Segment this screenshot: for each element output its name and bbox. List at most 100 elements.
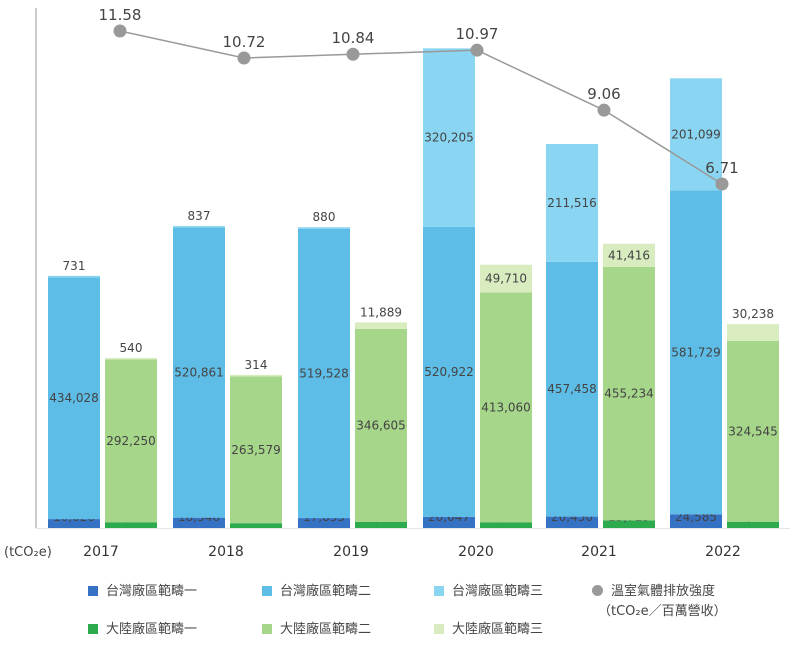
bar-mainland-scope2-2020 (480, 292, 532, 523)
legend-item-cn-scope3: 大陸廠區範疇三 (434, 620, 543, 640)
data-label-taiwan-scope3-2017: 731 (63, 259, 86, 273)
bar-taiwan-scope3-2017 (48, 275, 100, 278)
intensity-point-2019 (346, 47, 360, 61)
data-label-taiwan-scope2-2017: 434,028 (49, 391, 99, 405)
bar-taiwan-scope2-2017 (48, 277, 100, 520)
legend-swatch-cn-scope3 (434, 624, 444, 634)
bar-taiwan-scope1-2019 (298, 518, 350, 528)
legend-label-intensity-unit: （tCO₂e／百萬營收） (598, 604, 727, 619)
data-label-mainland-scope3-2022: 30,238 (732, 307, 774, 321)
bar-mainland-scope1-2017 (105, 522, 157, 528)
data-label-mainland-scope2-2020: 413,060 (481, 400, 531, 414)
legend-swatch-cn-scope2 (262, 624, 272, 634)
bar-taiwan-scope2-2022 (670, 190, 722, 515)
bar-taiwan-scope2-2018 (173, 227, 225, 518)
bar-mainland-scope2-2019 (355, 328, 407, 522)
bars-layer: 16,026434,02873118,546520,86183717,83551… (48, 48, 779, 528)
intensity-line (119, 30, 723, 185)
bar-taiwan-scope3-2020 (423, 48, 475, 227)
x-tick-label-2019: 2019 (333, 544, 369, 560)
line-layer: 11.58 10.72 10.84 10.97 9.06 6.71 (99, 6, 739, 191)
bar-taiwan-scope2-2019 (298, 228, 350, 519)
intensity-label-2020: 10.97 (456, 25, 499, 43)
x-tick-label-2020: 2020 (458, 544, 494, 560)
legend-label-tw-scope3: 台灣廠區範疇三 (452, 584, 544, 599)
data-label-taiwan-scope3-2022: 201,099 (671, 127, 721, 141)
intensity-point-2017 (113, 24, 127, 38)
data-label-mainland-scope2-2018: 263,579 (231, 443, 281, 457)
intensity-label-2022: 6.71 (705, 159, 738, 177)
bar-mainland-scope3-2019 (355, 322, 407, 329)
intensity-point-2021 (597, 103, 611, 117)
bar-taiwan-scope3-2022 (670, 78, 722, 191)
data-label-taiwan-scope3-2020: 320,205 (424, 131, 474, 145)
legend-item-intensity: 溫室氣體排放強度 (592, 582, 715, 602)
data-label-taiwan-scope3-2018: 837 (188, 209, 211, 223)
x-tick-label-2021: 2021 (581, 544, 617, 560)
data-label-mainland-scope2-2021: 455,234 (604, 387, 654, 401)
legend-label-cn-scope2: 大陸廠區範疇二 (280, 622, 372, 637)
bar-taiwan-scope3-2018 (173, 226, 225, 228)
bar-taiwan-scope1-2017 (48, 519, 100, 528)
bar-mainland-scope2-2021 (603, 266, 655, 521)
legend-item-cn-scope1: 大陸廠區範疇一 (88, 620, 197, 640)
intensity-label-2017: 11.58 (99, 6, 142, 24)
data-label-mainland-scope2-2019: 346,605 (356, 418, 406, 432)
legend-label-cn-scope1: 大陸廠區範疇一 (106, 622, 198, 637)
bar-mainland-scope3-2021 (603, 243, 655, 267)
data-label-mainland-scope2-2022: 324,545 (728, 424, 778, 438)
x-tick-label-2017: 2017 (83, 544, 119, 560)
legend-swatch-tw-scope3 (434, 586, 444, 596)
intensity-point-2020 (470, 43, 484, 57)
bar-mainland-scope3-2020 (480, 264, 532, 293)
x-tick-label-2022: 2022 (705, 544, 741, 560)
legend-label-cn-scope3: 大陸廠區範疇三 (452, 622, 544, 637)
data-label-mainland-scope3-2021: 41,416 (608, 248, 650, 262)
axis-layer: (tCO₂e) 2017 2018 2019 2020 2021 2022 (4, 8, 790, 560)
bar-mainland-scope1-2019 (355, 521, 407, 528)
intensity-label-2019: 10.84 (332, 29, 375, 47)
legend-label-intensity: 溫室氣體排放強度 (611, 584, 716, 599)
data-label-taiwan-scope2-2021: 457,458 (547, 382, 597, 396)
bar-mainland-scope1-2018 (230, 523, 282, 528)
legend-item-tw-scope2: 台灣廠區範疇二 (262, 582, 371, 602)
bar-mainland-scope1-2022 (727, 521, 779, 528)
bar-mainland-scope1-2021 (603, 520, 655, 528)
data-label-mainland-scope3-2020: 49,710 (485, 272, 527, 286)
data-label-taiwan-scope3-2019: 880 (313, 210, 336, 224)
bar-mainland-scope3-2017 (105, 357, 157, 360)
x-tick-label-2018: 2018 (208, 544, 244, 560)
intensity-label-2021: 9.06 (587, 85, 620, 103)
data-label-taiwan-scope2-2020: 520,922 (424, 365, 474, 379)
unit-label: (tCO₂e) (4, 545, 52, 560)
data-label-taiwan-scope2-2022: 581,729 (671, 345, 721, 359)
data-label-taiwan-scope2-2019: 519,528 (299, 366, 349, 380)
legend-item-tw-scope3: 台灣廠區範疇三 (434, 582, 543, 602)
legend: 台灣廠區範疇一 台灣廠區範疇二 台灣廠區範疇三 溫室氣體排放強度 （tCO₂e／… (88, 580, 788, 644)
bar-taiwan-scope2-2020 (423, 226, 475, 517)
bar-taiwan-scope3-2019 (298, 227, 350, 229)
legend-item-tw-scope1: 台灣廠區範疇一 (88, 582, 197, 602)
data-label-taiwan-scope2-2018: 520,861 (174, 366, 224, 380)
legend-swatch-cn-scope1 (88, 624, 98, 634)
data-label-mainland-scope3-2018: 314 (245, 358, 268, 372)
legend-label-tw-scope1: 台灣廠區範疇一 (106, 584, 198, 599)
bar-taiwan-scope1-2020 (423, 516, 475, 528)
legend-swatch-tw-scope2 (262, 586, 272, 596)
data-label-mainland-scope2-2017: 292,250 (106, 434, 156, 448)
bar-taiwan-scope3-2021 (546, 143, 598, 262)
bar-mainland-scope3-2022 (727, 324, 779, 341)
legend-dot-intensity (592, 585, 603, 596)
legend-item-intensity-unit: （tCO₂e／百萬營收） (598, 602, 727, 622)
bar-taiwan-scope2-2021 (546, 261, 598, 517)
legend-label-tw-scope2: 台灣廠區範疇二 (280, 584, 372, 599)
data-label-mainland-scope3-2017: 540 (120, 341, 143, 355)
bar-mainland-scope2-2017 (105, 359, 157, 523)
bar-mainland-scope1-2020 (480, 522, 532, 528)
bar-mainland-scope2-2018 (230, 376, 282, 524)
legend-item-cn-scope2: 大陸廠區範疇二 (262, 620, 371, 640)
data-label-mainland-scope3-2019: 11,889 (360, 305, 402, 319)
data-label-taiwan-scope3-2021: 211,516 (547, 196, 597, 210)
